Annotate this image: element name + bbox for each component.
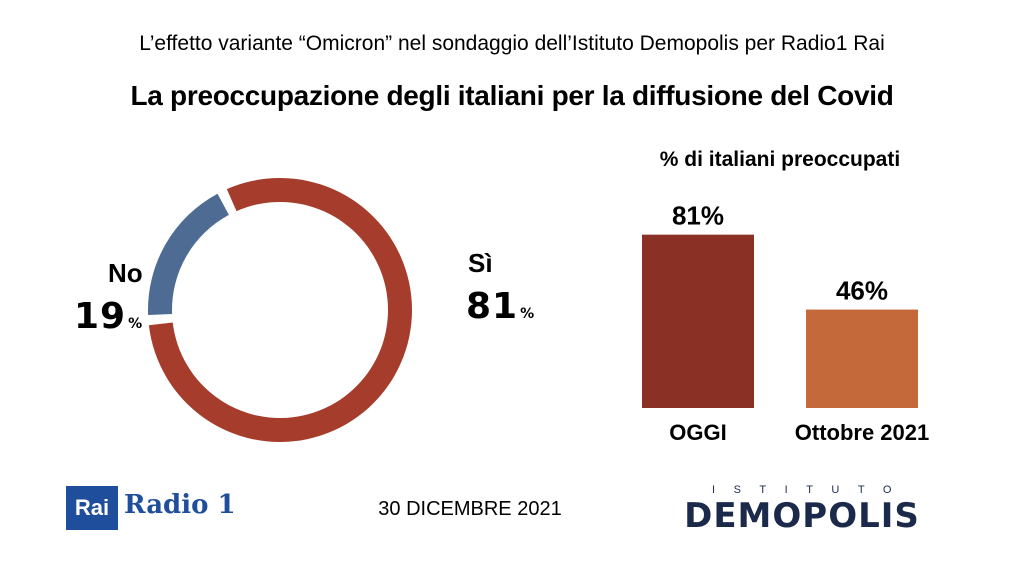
pie-value-no: 19% — [74, 296, 142, 337]
donut-slice-no — [148, 193, 229, 315]
survey-date: 30 DICEMBRE 2021 — [378, 498, 562, 520]
radio1-logo: Radio 1 — [124, 490, 236, 520]
pie-value-si-number: 81 — [466, 286, 519, 327]
bar-0 — [642, 234, 754, 408]
bar-chart-title: % di italiani preoccupati — [659, 148, 901, 171]
bar-chart: 81% OGGI 46% Ottobre 2021 — [642, 201, 930, 445]
rai-logo: Rai — [66, 486, 118, 530]
supertitle: L’effetto variante “Omicron” nel sondagg… — [139, 32, 885, 55]
pie-value-si-unit: % — [520, 306, 535, 322]
bar-value-label-1: 46% — [836, 276, 888, 306]
pie-value-si: 81% — [466, 286, 534, 327]
pie-label-si: Sì — [468, 248, 493, 278]
bar-value-label-0: 81% — [672, 201, 724, 231]
demopolis-logo-top: ISTITUTO — [712, 484, 910, 496]
bar-1 — [806, 309, 918, 408]
page-title: La preoccupazione degli italiani per la … — [130, 80, 894, 111]
pie-value-no-number: 19 — [74, 296, 127, 337]
pie-label-no: No — [108, 258, 143, 288]
demopolis-logo: DEMOPOLIS — [684, 496, 920, 536]
pie-value-no-unit: % — [128, 316, 143, 332]
donut-chart — [148, 178, 412, 443]
bar-category-label-1: Ottobre 2021 — [795, 420, 930, 445]
bar-category-label-0: OGGI — [669, 420, 726, 445]
